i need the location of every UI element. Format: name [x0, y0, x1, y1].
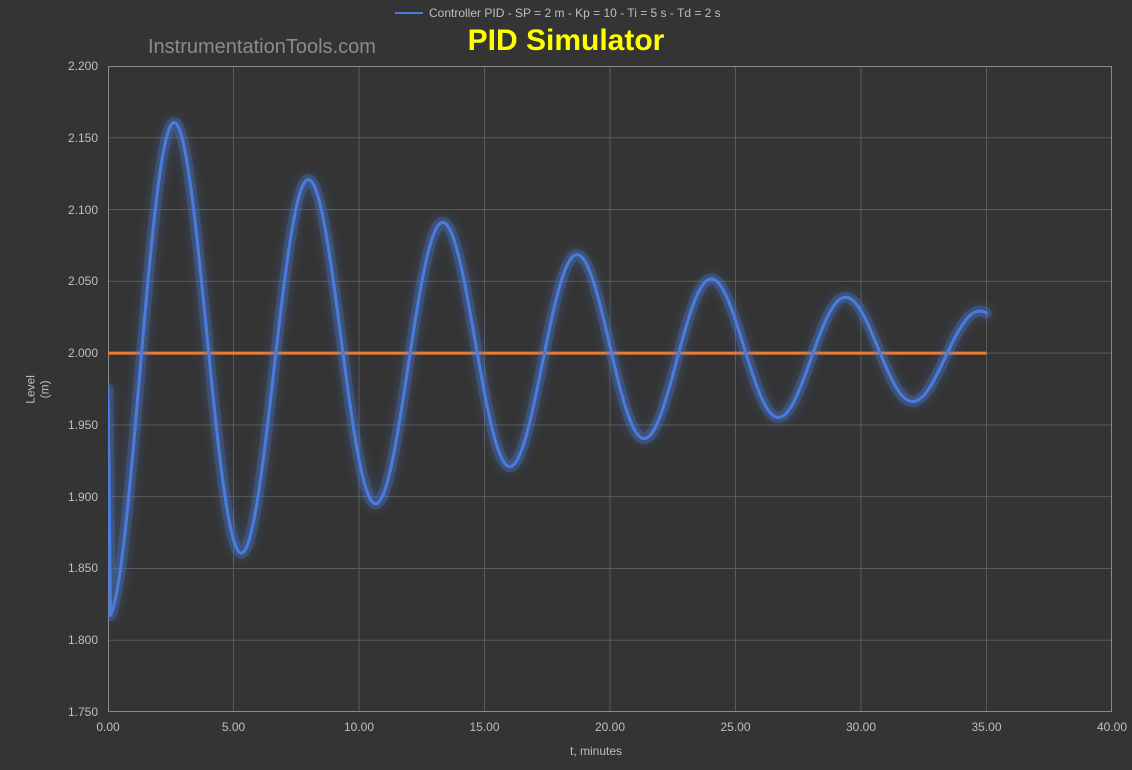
- x-tick-label: 15.00: [455, 720, 515, 734]
- pv-series: [108, 123, 987, 616]
- y-tick-label: 1.950: [42, 418, 98, 432]
- x-tick-label: 0.00: [78, 720, 138, 734]
- y-tick-label: 1.850: [42, 561, 98, 575]
- x-tick-label: 10.00: [329, 720, 389, 734]
- y-tick-label: 1.750: [42, 705, 98, 719]
- y-axis-label: Level (m): [24, 359, 53, 419]
- x-axis-label: t, minutes: [570, 744, 622, 758]
- legend-line: [395, 12, 423, 14]
- chart-container: Controller PID - SP = 2 m - Kp = 10 - Ti…: [0, 0, 1132, 770]
- legend: Controller PID - SP = 2 m - Kp = 10 - Ti…: [395, 6, 721, 20]
- x-tick-label: 20.00: [580, 720, 640, 734]
- y-tick-label: 2.150: [42, 131, 98, 145]
- x-tick-label: 40.00: [1082, 720, 1132, 734]
- watermark-text: InstrumentationTools.com: [148, 36, 376, 59]
- y-tick-label: 1.800: [42, 633, 98, 647]
- x-tick-label: 5.00: [204, 720, 264, 734]
- legend-text: Controller PID - SP = 2 m - Kp = 10 - Ti…: [429, 6, 721, 20]
- y-tick-label: 2.100: [42, 203, 98, 217]
- x-tick-label: 25.00: [706, 720, 766, 734]
- y-tick-label: 2.050: [42, 274, 98, 288]
- y-axis-label-line2: (m): [38, 380, 52, 398]
- x-tick-label: 35.00: [957, 720, 1017, 734]
- y-tick-label: 2.200: [42, 59, 98, 73]
- plot-area: [108, 66, 1112, 712]
- y-tick-label: 2.000: [42, 346, 98, 360]
- y-tick-label: 1.900: [42, 490, 98, 504]
- y-axis-label-line1: Level: [24, 375, 38, 404]
- x-tick-label: 30.00: [831, 720, 891, 734]
